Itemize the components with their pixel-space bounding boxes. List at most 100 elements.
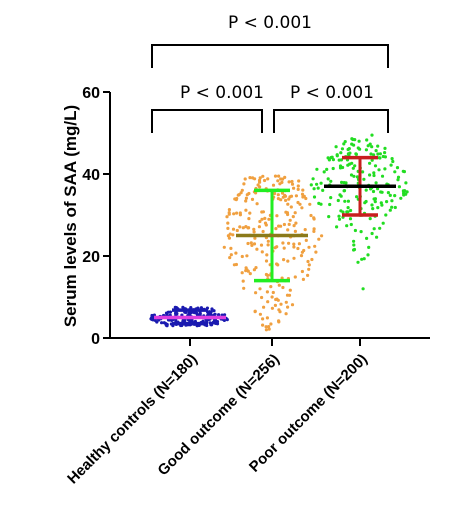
- data-point: [404, 181, 408, 185]
- data-point: [373, 164, 378, 168]
- data-point: [370, 145, 374, 149]
- data-point: [352, 143, 356, 147]
- data-point: [285, 293, 290, 297]
- data-point: [296, 200, 300, 205]
- data-point: [381, 154, 385, 159]
- data-point: [312, 216, 316, 220]
- data-point: [301, 195, 305, 199]
- data-point: [242, 182, 246, 186]
- data-point: [294, 194, 298, 198]
- data-point: [361, 287, 365, 291]
- data-point: [315, 167, 319, 171]
- data-point: [261, 229, 265, 234]
- data-point: [257, 178, 262, 182]
- data-point: [249, 241, 253, 245]
- data-point: [374, 149, 378, 153]
- data-point: [263, 216, 267, 220]
- data-point: [279, 302, 283, 306]
- data-point: [235, 211, 239, 215]
- data-point: [397, 185, 401, 189]
- data-point: [297, 242, 301, 246]
- data-point: [226, 221, 230, 225]
- data-point: [276, 298, 280, 302]
- data-point: [348, 162, 352, 166]
- data-point: [260, 210, 264, 214]
- data-point: [290, 303, 295, 307]
- data-point: [259, 243, 264, 247]
- data-point: [266, 243, 270, 247]
- data-point: [310, 257, 314, 262]
- data-point: [347, 147, 351, 151]
- data-point: [288, 195, 292, 199]
- data-point: [254, 266, 258, 270]
- data-point: [304, 196, 308, 201]
- data-point: [383, 146, 387, 150]
- data-point: [286, 259, 290, 263]
- data-point: [276, 179, 280, 183]
- data-point: [277, 224, 281, 228]
- data-point: [293, 211, 297, 215]
- x-ticks: Healthy controls (N=180)Good outcome (N=…: [64, 338, 371, 488]
- data-point: [228, 256, 232, 260]
- data-point: [291, 215, 295, 219]
- data-point: [368, 173, 372, 177]
- data-point: [365, 138, 369, 142]
- data-point: [240, 188, 244, 192]
- data-point: [271, 183, 276, 187]
- data-point: [235, 196, 239, 201]
- data-point: [363, 201, 367, 205]
- data-point: [238, 213, 242, 217]
- data-point: [312, 195, 317, 199]
- data-points: [149, 133, 409, 332]
- data-point: [243, 177, 247, 181]
- data-point: [235, 228, 239, 233]
- data-point: [270, 295, 274, 299]
- data-point: [355, 195, 359, 199]
- data-point: [377, 168, 381, 172]
- data-point: [334, 145, 338, 149]
- data-point: [329, 196, 333, 200]
- axes: [109, 92, 430, 339]
- data-point: [241, 279, 245, 283]
- data-point: [378, 152, 382, 156]
- data-point: [335, 225, 339, 229]
- x-tick-label: Healthy controls (N=180): [64, 351, 201, 488]
- data-point: [317, 237, 321, 241]
- data-point: [346, 206, 350, 210]
- data-point: [307, 267, 311, 271]
- data-point: [309, 183, 313, 187]
- data-point: [266, 177, 270, 181]
- data-point: [336, 198, 340, 203]
- data-point: [321, 188, 325, 192]
- data-point: [267, 327, 271, 331]
- data-point: [231, 227, 236, 231]
- data-point: [378, 226, 382, 230]
- data-point: [229, 246, 233, 250]
- data-point: [209, 323, 213, 327]
- data-point: [375, 235, 379, 239]
- data-point: [380, 174, 385, 178]
- data-point: [255, 247, 259, 251]
- data-point: [226, 226, 230, 230]
- data-point: [265, 253, 269, 257]
- data-point: [288, 288, 292, 292]
- y-tick-label: 40: [82, 167, 100, 184]
- data-point: [389, 163, 393, 167]
- data-point: [267, 325, 271, 329]
- data-point: [390, 157, 394, 161]
- data-point: [209, 310, 213, 314]
- data-point: [326, 177, 330, 181]
- data-point: [282, 258, 286, 262]
- data-point: [312, 227, 316, 231]
- data-point: [369, 152, 373, 156]
- data-point: [225, 215, 229, 219]
- data-point: [393, 194, 397, 198]
- data-point: [195, 311, 199, 316]
- data-point: [297, 179, 301, 183]
- data-point: [232, 212, 236, 216]
- data-point: [352, 243, 356, 247]
- data-point: [289, 205, 293, 209]
- data-point: [307, 245, 311, 249]
- data-point: [384, 213, 388, 217]
